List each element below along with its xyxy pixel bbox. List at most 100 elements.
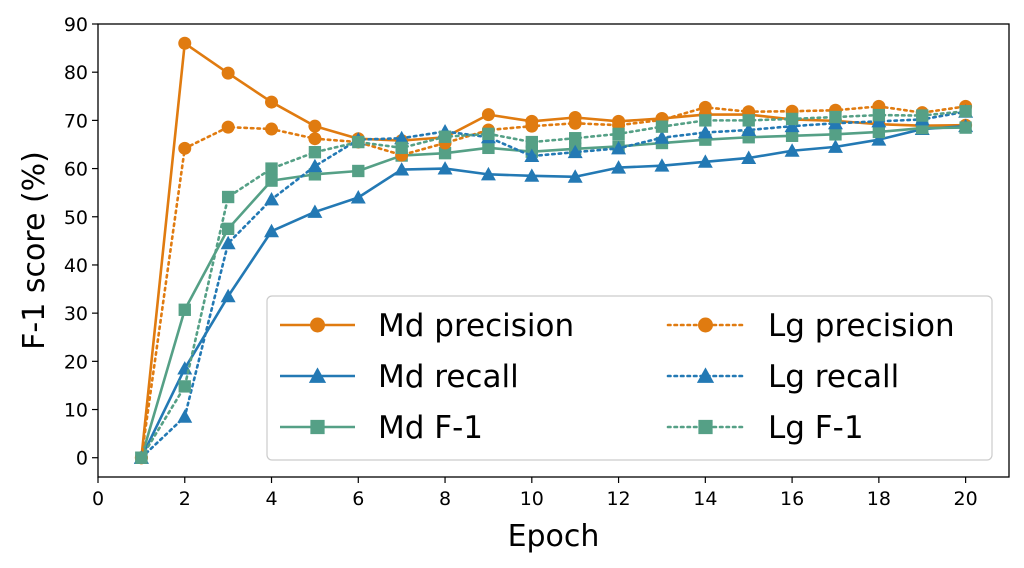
x-tick-label: 12 bbox=[606, 488, 630, 510]
series-md-recall bbox=[133, 118, 974, 464]
data-point bbox=[698, 100, 712, 114]
legend-label: Md F-1 bbox=[378, 410, 483, 446]
data-point bbox=[567, 144, 583, 159]
legend-item: Md precision bbox=[280, 308, 574, 344]
data-point bbox=[525, 119, 539, 133]
data-point bbox=[699, 114, 712, 127]
data-point bbox=[916, 109, 929, 122]
data-point bbox=[350, 190, 366, 204]
series-layer bbox=[133, 36, 974, 465]
data-point bbox=[221, 222, 235, 235]
data-point bbox=[265, 95, 279, 109]
data-point bbox=[482, 127, 495, 141]
data-point bbox=[829, 128, 842, 141]
legend: Md precision Md recall Md F-1 Lg precision L… bbox=[266, 295, 993, 461]
data-point bbox=[784, 118, 800, 133]
data-point bbox=[872, 125, 886, 139]
data-point bbox=[394, 162, 410, 176]
data-point bbox=[394, 130, 410, 145]
legend-label: Md recall bbox=[378, 359, 519, 395]
data-point bbox=[308, 119, 322, 133]
data-point bbox=[524, 168, 540, 182]
y-tick-label: 50 bbox=[64, 207, 88, 229]
data-point bbox=[308, 146, 322, 159]
data-point bbox=[959, 105, 972, 118]
data-point bbox=[438, 130, 452, 143]
data-point bbox=[959, 121, 972, 134]
data-point bbox=[220, 235, 236, 250]
legend-label: Lg F-1 bbox=[768, 410, 864, 446]
data-point bbox=[437, 161, 453, 175]
x-tick-label: 8 bbox=[439, 488, 451, 510]
data-point bbox=[265, 174, 278, 187]
series-line bbox=[140, 109, 967, 460]
data-point bbox=[742, 114, 755, 127]
y-tick-label: 70 bbox=[64, 110, 88, 132]
x-tick-label: 16 bbox=[780, 488, 804, 510]
data-point bbox=[569, 132, 582, 145]
data-point bbox=[265, 122, 279, 136]
data-point bbox=[655, 120, 669, 133]
data-point bbox=[178, 141, 192, 155]
x-tick-label: 18 bbox=[867, 488, 891, 510]
series-line bbox=[140, 105, 967, 460]
series-line bbox=[140, 126, 966, 459]
data-point bbox=[481, 108, 495, 122]
x-tick-label: 4 bbox=[265, 488, 277, 510]
legend-marker bbox=[698, 317, 713, 333]
data-point bbox=[697, 154, 713, 168]
legend-label: Lg recall bbox=[768, 359, 899, 395]
legend-marker bbox=[696, 367, 715, 383]
data-point bbox=[221, 66, 235, 80]
y-tick-label: 10 bbox=[64, 400, 88, 422]
legend-label: Md precision bbox=[378, 308, 574, 344]
x-tick-label: 6 bbox=[352, 488, 364, 510]
y-tick-label: 30 bbox=[64, 303, 88, 325]
legend-box bbox=[266, 295, 993, 461]
legend-marker bbox=[310, 419, 325, 435]
legend-item: Lg F-1 bbox=[666, 410, 864, 446]
data-point bbox=[178, 303, 191, 316]
data-point bbox=[697, 124, 713, 139]
legend-marker bbox=[308, 367, 327, 383]
legend-label: Lg precision bbox=[768, 308, 955, 344]
x-tick-label: 20 bbox=[954, 488, 978, 510]
x-tick-label: 2 bbox=[179, 488, 191, 510]
data-point bbox=[438, 146, 452, 160]
data-point bbox=[482, 141, 495, 155]
data-point bbox=[785, 129, 799, 142]
data-point bbox=[872, 108, 886, 122]
data-point bbox=[612, 127, 625, 141]
legend-marker bbox=[698, 419, 713, 435]
legend-item: Md F-1 bbox=[280, 410, 483, 446]
data-point bbox=[654, 130, 670, 144]
data-point bbox=[265, 162, 278, 175]
data-point bbox=[221, 120, 235, 134]
y-tick-label: 90 bbox=[64, 14, 88, 36]
data-point bbox=[395, 141, 408, 155]
legend-item: Lg recall bbox=[666, 359, 899, 395]
data-point bbox=[352, 135, 365, 149]
data-point bbox=[178, 36, 192, 50]
data-point bbox=[308, 132, 322, 146]
series-line bbox=[140, 110, 967, 460]
data-point bbox=[741, 122, 757, 137]
y-tick-label: 0 bbox=[76, 448, 88, 470]
data-point bbox=[654, 158, 670, 172]
data-point bbox=[307, 158, 323, 173]
y-tick-label: 60 bbox=[64, 159, 88, 181]
data-point bbox=[829, 110, 842, 124]
x-tick-label: 10 bbox=[520, 488, 544, 510]
data-point bbox=[524, 148, 540, 163]
data-point bbox=[568, 116, 582, 130]
series-line bbox=[140, 124, 966, 459]
data-point bbox=[177, 409, 193, 423]
data-point bbox=[871, 132, 887, 146]
data-point bbox=[135, 451, 148, 464]
axes: 0 2 4 6 8 10 12 14 16 18 20 0 10 20 30 40 50 60 70 80 90 bbox=[64, 14, 978, 510]
legend-marker bbox=[310, 317, 325, 333]
x-axis-title: Epoch bbox=[508, 519, 600, 554]
data-point bbox=[221, 190, 235, 204]
x-tick-label: 14 bbox=[693, 488, 717, 510]
data-point bbox=[220, 288, 236, 303]
